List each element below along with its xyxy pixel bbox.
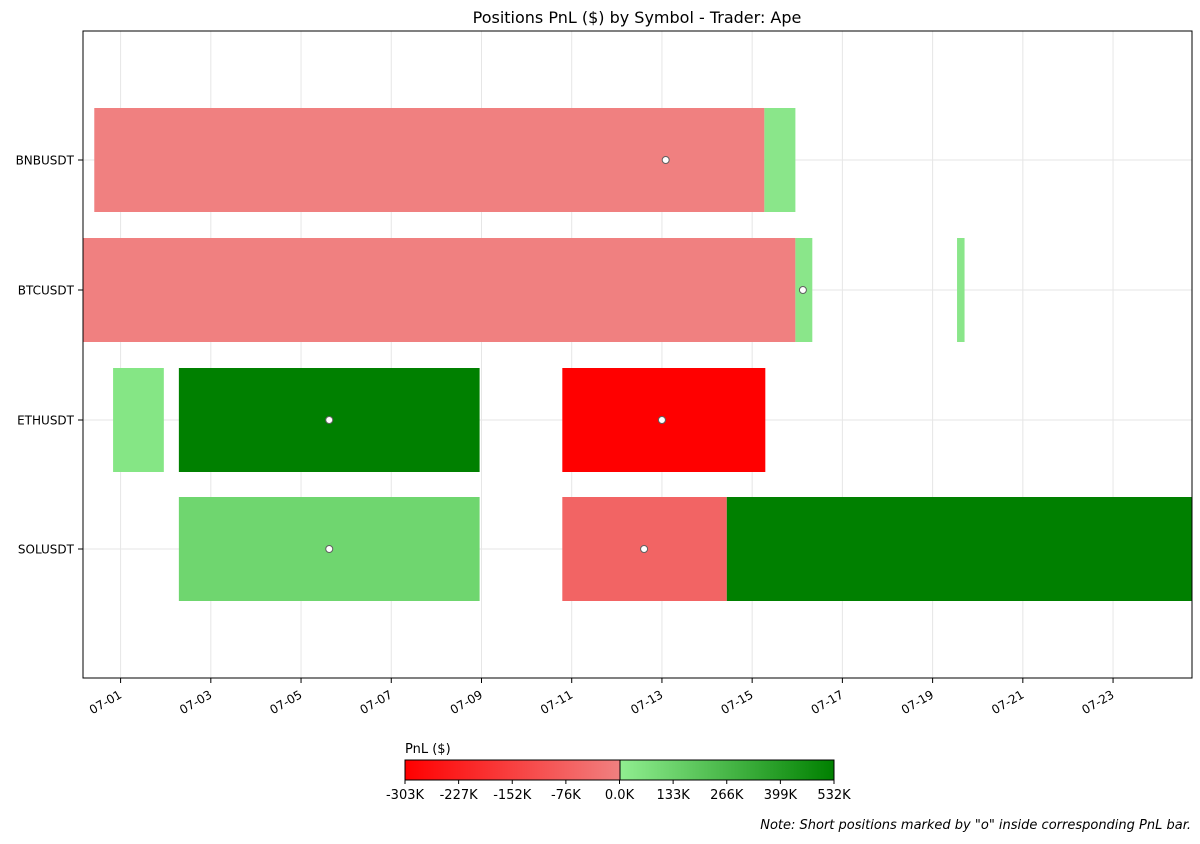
colorbar: PnL ($) -303K -227K -152K -76K 0.0K 133K 266K 3… bbox=[386, 742, 851, 803]
colorbar-tick-label: 266K bbox=[710, 788, 744, 803]
x-tick-label: 07-01 bbox=[87, 687, 124, 717]
short-markers bbox=[325, 156, 807, 553]
x-tick-label: 07-13 bbox=[628, 687, 665, 717]
plot-frame bbox=[82, 30, 1193, 679]
colorbar-tick-label: -227K bbox=[440, 788, 479, 803]
colorbar-tick-label: -303K bbox=[386, 788, 425, 803]
colorbar-positive-segment bbox=[620, 760, 834, 780]
short-position-marker bbox=[325, 545, 334, 553]
short-position-marker bbox=[661, 156, 670, 164]
position-bar bbox=[113, 368, 164, 472]
x-tick-label: 07-03 bbox=[177, 687, 214, 717]
position-bars bbox=[83, 108, 1192, 601]
position-bar bbox=[94, 108, 765, 212]
short-position-marker bbox=[657, 416, 666, 424]
x-tick-label: 07-07 bbox=[358, 687, 395, 717]
chart-title: Positions PnL ($) by Symbol - Trader: Ap… bbox=[473, 8, 802, 27]
position-bar bbox=[764, 108, 796, 212]
x-tick-label: 07-23 bbox=[1079, 687, 1116, 717]
short-positions-note: Note: Short positions marked by "o" insi… bbox=[760, 818, 1191, 833]
x-tick-label: 07-15 bbox=[718, 687, 755, 717]
colorbar-tick-label: 399K bbox=[764, 788, 798, 803]
colorbar-tick-label: -152K bbox=[493, 788, 532, 803]
position-bar bbox=[726, 497, 1192, 601]
y-tick-label: ETHUSDT bbox=[17, 414, 75, 428]
y-axis: BNBUSDT BTCUSDT ETHUSDT SOLUSDT bbox=[16, 154, 83, 557]
colorbar-negative-segment bbox=[405, 760, 620, 780]
y-tick-label: BTCUSDT bbox=[18, 284, 75, 298]
x-axis: 07-01 07-03 07-05 07-07 07-09 07-11 07-13 07-15… bbox=[87, 678, 1117, 717]
x-tick-label: 07-11 bbox=[538, 687, 575, 717]
short-position-marker bbox=[325, 416, 334, 424]
colorbar-tick-label: 133K bbox=[656, 788, 690, 803]
x-tick-label: 07-09 bbox=[448, 687, 485, 717]
position-bar bbox=[83, 238, 796, 342]
colorbar-tick-label: 532K bbox=[817, 788, 851, 803]
colorbar-label: PnL ($) bbox=[405, 742, 451, 757]
x-tick-label: 07-17 bbox=[809, 687, 846, 717]
position-bar bbox=[957, 238, 965, 342]
y-tick-label: SOLUSDT bbox=[18, 543, 75, 557]
x-tick-label: 07-19 bbox=[899, 687, 936, 717]
short-position-marker bbox=[798, 286, 807, 294]
colorbar-tick-label: 0.0K bbox=[605, 788, 635, 803]
colorbar-tick-label: -76K bbox=[551, 788, 581, 803]
x-tick-label: 07-21 bbox=[989, 687, 1026, 717]
y-tick-label: BNBUSDT bbox=[16, 154, 75, 168]
short-position-marker bbox=[640, 545, 649, 553]
x-tick-label: 07-05 bbox=[267, 687, 304, 717]
